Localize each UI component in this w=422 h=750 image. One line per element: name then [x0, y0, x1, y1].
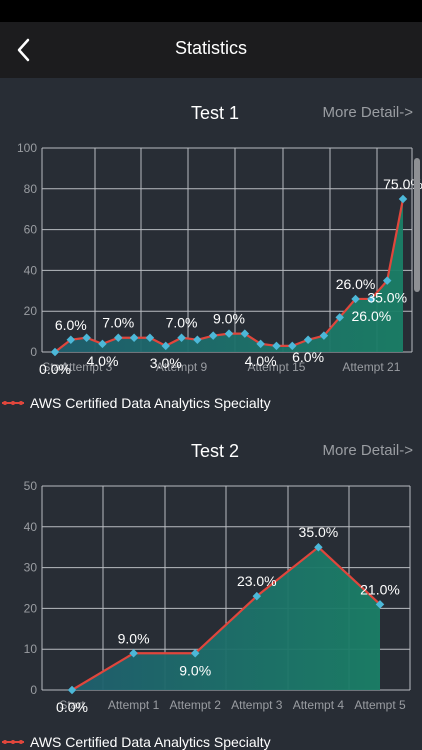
y-tick-label: 30 [24, 561, 38, 575]
y-tick-label: 20 [24, 304, 38, 318]
page-title: Statistics [174, 38, 248, 58]
data-point [272, 341, 281, 351]
data-label: 75.0% [383, 176, 422, 192]
data-point [252, 591, 262, 601]
more-detail-link[interactable]: More Detail-> [322, 442, 413, 459]
data-label: 21.0% [360, 581, 400, 597]
x-tick-label: Start [59, 698, 85, 712]
data-point [240, 329, 250, 338]
back-button[interactable] [6, 30, 46, 70]
y-tick-label: 40 [24, 520, 38, 534]
data-point [335, 313, 344, 322]
chart-legend: AWS Certified Data Analytics Specialty [2, 393, 271, 413]
card-title: Test 1 [190, 103, 240, 123]
data-label: 6.0% [55, 317, 87, 333]
x-tick-label: Attempt 21 [342, 360, 400, 374]
x-tick-label: Attempt 1 [108, 698, 160, 712]
data-label: 9.0% [179, 662, 211, 678]
data-point [288, 341, 297, 351]
data-point [319, 331, 329, 340]
series-area [55, 199, 403, 352]
data-point [224, 329, 234, 338]
data-label: 3.0% [150, 355, 182, 371]
data-label: 6.0% [292, 349, 324, 365]
data-label: 4.0% [245, 353, 277, 369]
legend-label: AWS Certified Data Analytics Specialty [30, 395, 271, 411]
data-point [82, 333, 91, 342]
data-label: 35.0% [367, 290, 407, 306]
data-label: 4.0% [86, 353, 118, 369]
statistics-list[interactable]: Test 1 More Detail-> 0 20 40 60 80 100 Start At… [0, 78, 422, 750]
data-label: 26.0% [352, 308, 392, 324]
data-point [161, 341, 170, 351]
more-detail-link[interactable]: More Detail-> [322, 104, 413, 121]
x-tick-label: Attempt 15 [247, 360, 305, 374]
y-tick-label: 50 [24, 479, 38, 493]
x-tick-label: Attempt 9 [156, 360, 208, 374]
data-label: 35.0% [299, 524, 339, 540]
data-point [177, 333, 186, 342]
data-point [114, 333, 123, 342]
x-tick-label: Attempt 4 [293, 698, 345, 712]
scrollbar[interactable] [414, 158, 420, 292]
chevron-left-icon [17, 38, 30, 62]
x-tick-label: Attempt 5 [354, 698, 406, 712]
legend-line-icon [2, 740, 24, 744]
data-point [256, 339, 265, 349]
x-tick-label: Start [42, 360, 68, 374]
data-label: 0.0% [56, 699, 88, 715]
data-point [303, 335, 313, 345]
y-tick-label: 60 [24, 223, 38, 237]
data-label: 7.0% [166, 315, 198, 331]
data-point [367, 294, 376, 304]
data-point [129, 333, 139, 342]
x-tick-label: Attempt 2 [170, 698, 222, 712]
chart-legend: AWS Certified Data Analytics Specialty [2, 732, 271, 750]
data-point [66, 335, 76, 345]
x-tick-label: Attempt 3 [61, 360, 113, 374]
status-bar [0, 0, 422, 22]
data-label: 9.0% [213, 311, 245, 327]
data-label: 9.0% [118, 630, 150, 646]
data-point [129, 649, 138, 658]
card-title: Test 2 [190, 441, 240, 461]
data-point [50, 347, 60, 357]
data-point [351, 294, 360, 304]
y-tick-label: 0 [30, 683, 37, 697]
data-point [382, 276, 392, 285]
data-point [193, 335, 202, 345]
line-chart: 0 10 20 30 40 50 Start Attempt 1 Attempt 2 Attemp… [24, 479, 411, 715]
data-point [98, 339, 107, 349]
data-point [208, 331, 218, 340]
data-label: 23.0% [237, 573, 277, 589]
data-label: 7.0% [102, 315, 134, 331]
data-label: 26.0% [336, 276, 376, 292]
y-tick-label: 0 [30, 345, 37, 359]
data-point [314, 542, 323, 552]
y-tick-label: 100 [17, 141, 37, 155]
y-tick-label: 40 [24, 263, 38, 277]
data-point [190, 649, 200, 658]
data-point [398, 194, 408, 204]
data-label: 0.0% [39, 361, 71, 377]
data-point [145, 333, 155, 342]
series-line [71, 546, 381, 691]
y-tick-label: 20 [24, 601, 38, 615]
x-tick-label: Attempt 3 [231, 698, 283, 712]
nav-bar: Statistics [0, 22, 422, 78]
legend-label: AWS Certified Data Analytics Specialty [30, 734, 271, 750]
legend-line-icon [2, 401, 24, 405]
y-tick-label: 80 [24, 182, 38, 196]
y-tick-label: 10 [24, 642, 38, 656]
